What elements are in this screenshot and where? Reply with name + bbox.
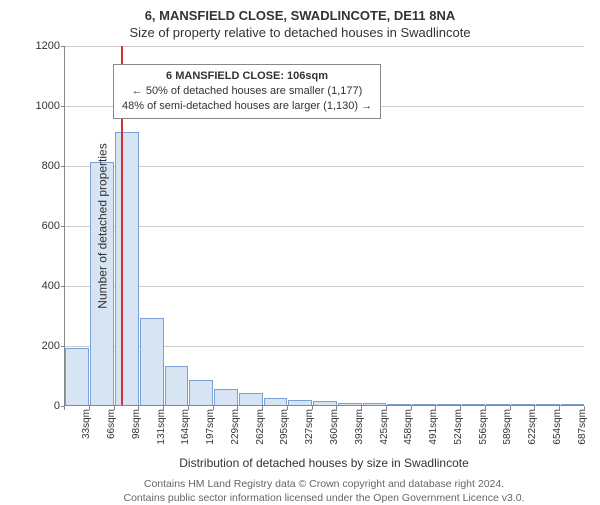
y-tick-label: 1000 xyxy=(36,100,60,112)
x-tick-label: 327sqm xyxy=(304,409,315,453)
chart-container: 6, MANSFIELD CLOSE, SWADLINCOTE, DE11 8N… xyxy=(0,0,600,500)
histogram-bar xyxy=(65,348,89,405)
x-tick-label: 654sqm xyxy=(552,409,563,453)
histogram-bar xyxy=(239,393,263,405)
histogram-bar xyxy=(264,398,288,406)
x-tick-label: 164sqm xyxy=(180,409,191,453)
footer-line-1: Contains HM Land Registry data © Crown c… xyxy=(64,478,584,492)
info-box: 6 MANSFIELD CLOSE: 106sqm← 50% of detach… xyxy=(113,64,381,119)
y-tick-label: 600 xyxy=(42,220,60,232)
x-tick-mark xyxy=(64,406,65,410)
x-tick-mark xyxy=(510,406,511,410)
page-subtitle: Size of property relative to detached ho… xyxy=(10,25,590,40)
x-tick-label: 589sqm xyxy=(502,409,513,453)
histogram-bar xyxy=(288,400,312,405)
x-tick-label: 33sqm xyxy=(81,409,92,453)
y-tick-label: 400 xyxy=(42,280,60,292)
y-tick-mark xyxy=(61,346,65,347)
y-tick-mark xyxy=(61,46,65,47)
histogram-bar xyxy=(536,404,560,405)
histogram-bar xyxy=(561,404,585,405)
histogram-bar xyxy=(165,366,189,405)
footer-line-2: Contains public sector information licen… xyxy=(64,492,584,505)
x-tick-mark xyxy=(460,406,461,410)
x-tick-mark xyxy=(584,406,585,410)
x-tick-mark xyxy=(237,406,238,410)
x-tick-mark xyxy=(163,406,164,410)
x-tick-label: 229sqm xyxy=(230,409,241,453)
x-tick-label: 458sqm xyxy=(403,409,414,453)
x-tick-label: 66sqm xyxy=(106,409,117,453)
y-tick-mark xyxy=(61,166,65,167)
x-tick-label: 360sqm xyxy=(329,409,340,453)
x-tick-label: 622sqm xyxy=(527,409,538,453)
page-title: 6, MANSFIELD CLOSE, SWADLINCOTE, DE11 8N… xyxy=(10,8,590,23)
x-tick-label: 262sqm xyxy=(255,409,266,453)
histogram-bar xyxy=(189,380,213,406)
x-tick-mark xyxy=(89,406,90,410)
x-tick-mark xyxy=(485,406,486,410)
histogram-bar xyxy=(363,403,387,405)
y-axis-label: Number of detached properties xyxy=(96,143,110,308)
histogram-bar xyxy=(140,318,164,405)
x-tick-mark xyxy=(435,406,436,410)
x-tick-mark xyxy=(312,406,313,410)
grid-line xyxy=(65,226,584,227)
x-tick-mark xyxy=(386,406,387,410)
histogram-bar xyxy=(338,403,362,405)
x-tick-label: 197sqm xyxy=(205,409,216,453)
x-tick-label: 491sqm xyxy=(428,409,439,453)
histogram-bar xyxy=(462,404,486,405)
x-axis-label: Distribution of detached houses by size … xyxy=(64,456,584,470)
x-tick-label: 98sqm xyxy=(131,409,142,453)
histogram-bar xyxy=(486,404,510,405)
y-tick-label: 200 xyxy=(42,340,60,352)
y-tick-label: 1200 xyxy=(36,40,60,52)
x-tick-label: 295sqm xyxy=(279,409,290,453)
x-tick-mark xyxy=(287,406,288,410)
grid-line xyxy=(65,166,584,167)
y-tick-mark xyxy=(61,106,65,107)
x-tick-mark xyxy=(534,406,535,410)
info-box-line: 48% of semi-detached houses are larger (… xyxy=(122,99,372,114)
info-box-line: 6 MANSFIELD CLOSE: 106sqm xyxy=(122,69,372,84)
x-tick-mark xyxy=(188,406,189,410)
chart-area: 6 MANSFIELD CLOSE: 106sqm← 50% of detach… xyxy=(64,46,584,406)
info-box-line: ← 50% of detached houses are smaller (1,… xyxy=(122,84,372,99)
x-tick-mark xyxy=(361,406,362,410)
y-tick-label: 800 xyxy=(42,160,60,172)
histogram-bar xyxy=(387,404,411,405)
x-tick-mark xyxy=(411,406,412,410)
x-tick-mark xyxy=(213,406,214,410)
y-tick-mark xyxy=(61,286,65,287)
grid-line xyxy=(65,286,584,287)
histogram-bar xyxy=(437,404,461,405)
x-tick-label: 556sqm xyxy=(478,409,489,453)
histogram-bar xyxy=(412,404,436,405)
x-tick-mark xyxy=(559,406,560,410)
histogram-bar xyxy=(511,404,535,405)
x-tick-label: 524sqm xyxy=(453,409,464,453)
x-tick-label: 425sqm xyxy=(379,409,390,453)
x-tick-mark xyxy=(114,406,115,410)
histogram-bar xyxy=(115,132,139,405)
x-tick-mark xyxy=(262,406,263,410)
plot-region: 6 MANSFIELD CLOSE: 106sqm← 50% of detach… xyxy=(64,46,584,406)
grid-line xyxy=(65,46,584,47)
x-tick-label: 393sqm xyxy=(354,409,365,453)
x-tick-mark xyxy=(138,406,139,410)
x-tick-label: 131sqm xyxy=(156,409,167,453)
histogram-bar xyxy=(214,389,238,406)
x-tick-label: 687sqm xyxy=(577,409,588,453)
histogram-bar xyxy=(313,401,337,405)
y-tick-mark xyxy=(61,226,65,227)
y-tick-label: 0 xyxy=(54,400,60,412)
x-tick-mark xyxy=(336,406,337,410)
footer: Contains HM Land Registry data © Crown c… xyxy=(64,478,584,505)
